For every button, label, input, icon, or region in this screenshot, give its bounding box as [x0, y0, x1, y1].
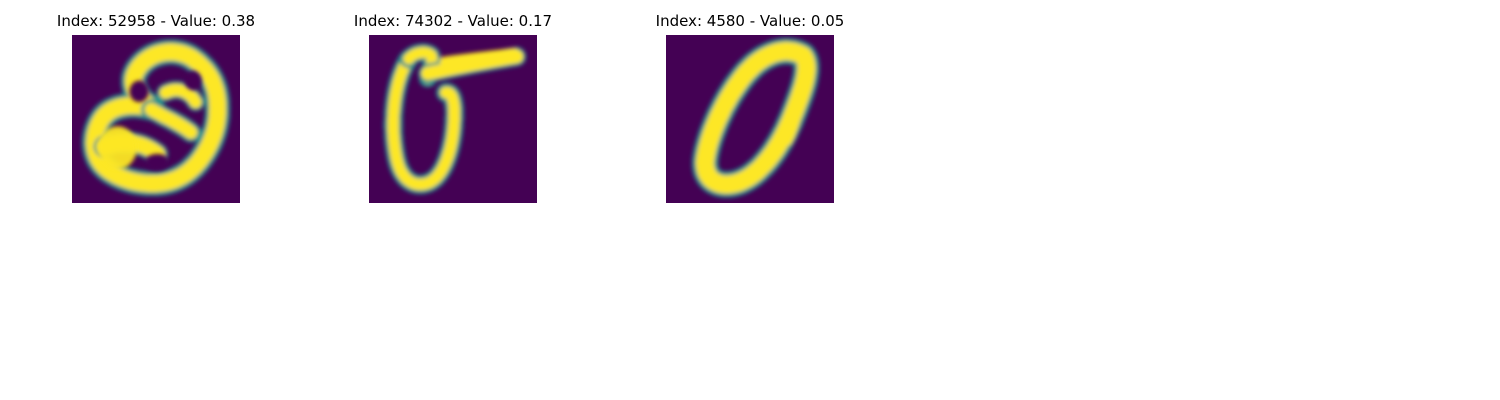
digit-image-2 — [369, 35, 537, 203]
panel-title-1: Index: 52958 - Value: 0.38 — [56, 12, 256, 30]
digit-image-1 — [72, 35, 240, 203]
image-panel-3: Index: 4580 - Value: 0.05 — [620, 10, 880, 210]
digit-image-3 — [666, 35, 834, 203]
image-panel-1: Index: 52958 - Value: 0.38 — [26, 10, 286, 210]
panel-title-2: Index: 74302 - Value: 0.17 — [353, 12, 553, 30]
image-panel-2: Index: 74302 - Value: 0.17 — [323, 10, 583, 210]
panel-title-3: Index: 4580 - Value: 0.05 — [655, 12, 845, 30]
